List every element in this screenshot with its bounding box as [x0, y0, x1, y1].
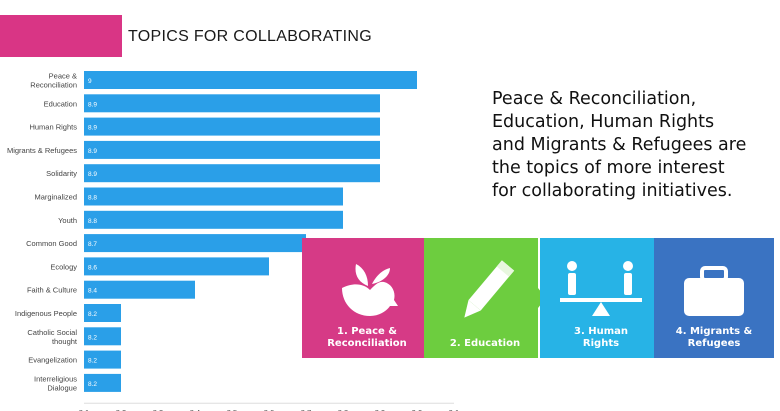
- suitcase-icon: [684, 266, 744, 316]
- x-tick-label: 9.0: [412, 408, 422, 411]
- bar-value-label: 9: [88, 78, 92, 85]
- bar: [84, 140, 380, 159]
- bar: [84, 234, 306, 253]
- step-label: 1. Peace & Reconciliation: [327, 326, 407, 349]
- summary-text: Peace & Reconciliation, Education, Human…: [492, 88, 772, 203]
- x-tick-label: 8.1: [79, 408, 89, 411]
- summary-line: the topics of more interest: [492, 158, 725, 178]
- category-label: Human Rights: [29, 123, 77, 132]
- category-label: Solidarity: [46, 169, 77, 178]
- category-label: Peace & Reconciliation: [30, 72, 77, 90]
- bar-value-label: 8.4: [88, 288, 97, 295]
- step-label: 2. Education: [449, 338, 521, 349]
- bar-value-label: 8.8: [88, 218, 97, 225]
- step-education: 2. Education: [424, 238, 546, 358]
- bar-value-label: 8.2: [88, 311, 97, 318]
- summary-line: and Migrants & Refugees are: [492, 135, 747, 155]
- bar: [84, 280, 195, 299]
- summary-line: for collaborating initiatives.: [492, 181, 733, 201]
- x-tick-label: 8.6: [264, 408, 274, 411]
- category-label: Marginalized: [34, 193, 77, 202]
- bar: [84, 187, 343, 206]
- top-topics-steps: 1. Peace & Reconciliation 2. Education 3…: [302, 238, 774, 358]
- bar: [84, 350, 121, 369]
- x-tick-label: 8.4: [190, 408, 200, 411]
- category-label: Evangelization: [28, 356, 77, 365]
- bar: [84, 373, 121, 392]
- bar: [84, 71, 417, 89]
- category-label: Ecology: [50, 262, 77, 271]
- summary-line: Peace & Reconciliation,: [492, 89, 697, 109]
- balance-icon: [560, 261, 642, 316]
- category-label: Migrants & Refugees: [7, 146, 77, 155]
- step-human-rights: 3. Human Rights: [540, 238, 662, 358]
- header-accent-bar: [0, 15, 122, 57]
- bar: [84, 210, 343, 229]
- bar: [84, 164, 380, 183]
- x-tick-label: 8.2: [116, 408, 126, 411]
- bar-value-label: 8.2: [88, 381, 97, 388]
- step-label: 4. Migrants & Refugees: [675, 326, 753, 349]
- step-peace-reconciliation: 1. Peace & Reconciliation: [302, 238, 432, 358]
- step-migrants-refugees: 4. Migrants & Refugees: [654, 238, 774, 358]
- x-tick-label: 8.9: [375, 408, 385, 411]
- x-tick-label: 8.3: [153, 408, 163, 411]
- bar-value-label: 8.8: [88, 195, 97, 202]
- bar: [84, 257, 269, 276]
- x-tick-label: 8.5: [227, 408, 237, 411]
- category-label: Indigenous People: [15, 309, 77, 318]
- bar: [84, 304, 121, 322]
- category-label: Faith & Culture: [27, 286, 77, 295]
- category-label: Youth: [58, 216, 77, 225]
- bar: [84, 327, 121, 346]
- x-tick-label: 8.8: [338, 408, 348, 411]
- x-tick-label: 8.7: [301, 408, 311, 411]
- category-label: Catholic Social thought: [27, 328, 78, 346]
- category-label: Interreligious Dialogue: [34, 374, 77, 392]
- dove-icon: [342, 264, 398, 316]
- bar-value-label: 8.9: [88, 148, 97, 155]
- bar-value-label: 8.7: [88, 241, 97, 248]
- bar-value-label: 8.9: [88, 101, 97, 108]
- bar-value-label: 8.6: [88, 264, 97, 271]
- step-label: 3. Human Rights: [573, 326, 628, 349]
- bar-value-label: 8.2: [88, 334, 97, 341]
- pencil-icon: [464, 260, 515, 318]
- page-title: TOPICS FOR COLLABORATING: [128, 28, 372, 45]
- topics-bar-chart: 9 Peace & Reconciliation 8.9 Education 8.9 Hum…: [7, 71, 459, 411]
- bar: [84, 94, 380, 113]
- category-label: Common Good: [26, 239, 77, 248]
- summary-line: Education, Human Rights: [492, 112, 715, 132]
- category-label: Education: [44, 99, 77, 108]
- bar: [84, 117, 380, 136]
- bar-value-label: 8.9: [88, 171, 97, 178]
- x-tick-label: 9.1: [449, 408, 459, 411]
- bar-value-label: 8.2: [88, 358, 97, 365]
- bar-value-label: 8.9: [88, 125, 97, 132]
